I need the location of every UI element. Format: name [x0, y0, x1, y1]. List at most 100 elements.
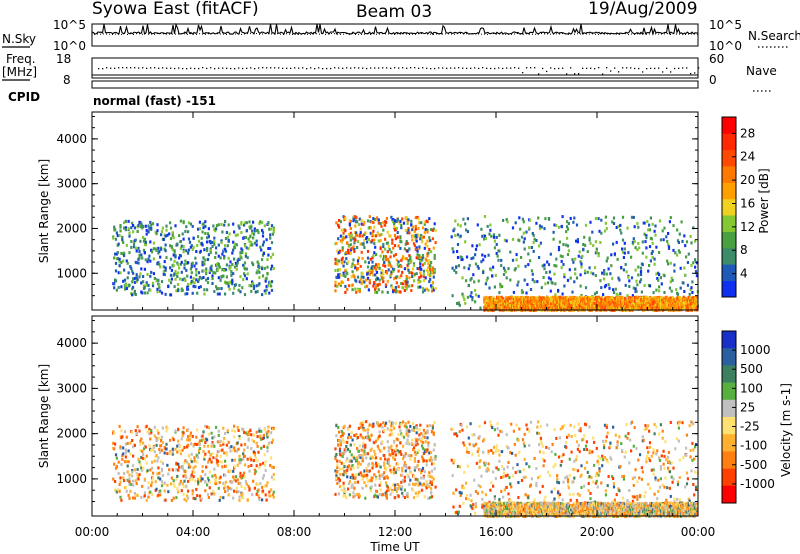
- echo-cell: [382, 245, 385, 249]
- nave-dot: [438, 67, 440, 69]
- echo-cell: [393, 225, 396, 229]
- echo-cell: [140, 222, 143, 226]
- nave-dot: [578, 73, 580, 75]
- echo-cell: [454, 219, 457, 223]
- echo-cell: [688, 292, 691, 296]
- echo-cell: [247, 247, 250, 251]
- echo-cell: [231, 282, 234, 286]
- echo-cell: [127, 219, 130, 223]
- echo-cell: [123, 460, 127, 464]
- echo-cell: [433, 254, 436, 257]
- echo-cell: [430, 250, 433, 254]
- echo-cell: [146, 272, 149, 276]
- echo-cell: [132, 271, 135, 275]
- echo-cell: [535, 221, 538, 225]
- echo-cell: [161, 226, 164, 230]
- echo-cell: [367, 288, 370, 292]
- nave-dot: [618, 71, 620, 73]
- nsearch-dot: [127, 33, 128, 35]
- echo-cell: [178, 234, 181, 238]
- echo-cell: [605, 227, 608, 231]
- echo-cell: [423, 261, 426, 265]
- echo-cell: [459, 234, 462, 238]
- echo-cell: [474, 253, 477, 257]
- echo-cell: [258, 270, 261, 274]
- nsearch-dot: [298, 33, 299, 35]
- echo-cell: [580, 295, 583, 299]
- echo-cell: [498, 249, 501, 253]
- echo-cell: [432, 288, 435, 292]
- nsky-tick-bottom: 10^0: [53, 39, 86, 53]
- nsearch-dot: [286, 33, 287, 35]
- echo-cell: [521, 296, 524, 300]
- echo-cell: [231, 251, 234, 255]
- echo-cell: [370, 240, 373, 244]
- nave-dot: [314, 68, 316, 70]
- echo-cell: [643, 284, 646, 287]
- echo-cell: [261, 258, 264, 262]
- echo-cell: [175, 289, 178, 293]
- echo-cell: [382, 272, 385, 276]
- echo-cell: [187, 230, 190, 234]
- echo-cell: [205, 270, 208, 274]
- echo-cell: [266, 272, 269, 276]
- echo-cell: [143, 237, 146, 241]
- echo-cell: [419, 271, 422, 275]
- echo-cell: [386, 241, 389, 245]
- echo-cell: [190, 271, 193, 275]
- nave-dot: [674, 67, 676, 70]
- echo-cell: [515, 253, 518, 257]
- echo-cell: [210, 268, 213, 272]
- nsearch-dot: [142, 33, 143, 35]
- echo-cell: [135, 482, 138, 486]
- echo-cell: [191, 224, 194, 228]
- echo-cell: [494, 273, 497, 277]
- echo-cell: [229, 260, 232, 264]
- echo-cell: [597, 295, 601, 299]
- echo-cell: [367, 261, 370, 265]
- echo-cell: [503, 238, 506, 242]
- echo-cell: [372, 284, 375, 288]
- echo-cell: [563, 273, 566, 277]
- echo-cell: [253, 227, 256, 231]
- echo-cell: [181, 288, 184, 292]
- echo-cell: [373, 238, 376, 242]
- nsearch-dot: [211, 33, 212, 35]
- echo-cell: [206, 281, 210, 285]
- echo-cell: [637, 225, 640, 229]
- echo-cell: [157, 261, 160, 265]
- nsearch-dot: [148, 33, 149, 35]
- echo-cell: [164, 292, 167, 296]
- echo-cell: [645, 303, 648, 306]
- echo-cell: [142, 456, 145, 460]
- echo-cell: [134, 293, 137, 296]
- echo-cell: [223, 223, 226, 227]
- echo-cell: [132, 245, 136, 249]
- echo-cell: [338, 225, 341, 229]
- echo-cell: [580, 262, 583, 266]
- echo-cell: [517, 280, 520, 284]
- echo-cell: [338, 268, 342, 272]
- echo-cell: [213, 240, 216, 244]
- nsearch-dot: [337, 33, 338, 35]
- echo-cell: [493, 239, 496, 243]
- colorbar-tick-label: 24: [740, 150, 755, 164]
- echo-cell: [261, 243, 265, 247]
- echo-cell: [251, 231, 254, 235]
- echo-cell: [123, 221, 126, 225]
- nave-dot: [130, 67, 132, 69]
- echo-cell: [354, 264, 357, 268]
- echo-cell: [334, 284, 337, 288]
- echo-cell: [261, 274, 265, 278]
- echo-cell: [395, 289, 398, 293]
- echo-cell: [232, 248, 235, 252]
- echo-cell: [496, 299, 499, 303]
- echo-cell: [522, 240, 525, 244]
- nsearch-dot: [274, 33, 275, 35]
- echo-cell: [390, 250, 393, 254]
- echo-cell: [128, 234, 131, 238]
- echo-cell: [612, 291, 616, 294]
- echo-cell: [530, 269, 533, 273]
- echo-cell: [119, 271, 122, 275]
- echo-cell: [224, 249, 228, 253]
